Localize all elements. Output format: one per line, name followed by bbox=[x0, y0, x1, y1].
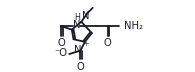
Text: +: + bbox=[83, 41, 89, 47]
Text: N: N bbox=[82, 11, 90, 21]
Text: ⁻O: ⁻O bbox=[54, 48, 67, 58]
Text: NH₂: NH₂ bbox=[124, 21, 143, 31]
Text: N: N bbox=[73, 20, 81, 30]
Text: N: N bbox=[74, 45, 81, 55]
Text: O: O bbox=[104, 38, 111, 48]
Text: O: O bbox=[77, 62, 84, 72]
Text: O: O bbox=[58, 38, 65, 48]
Text: H: H bbox=[74, 13, 80, 22]
